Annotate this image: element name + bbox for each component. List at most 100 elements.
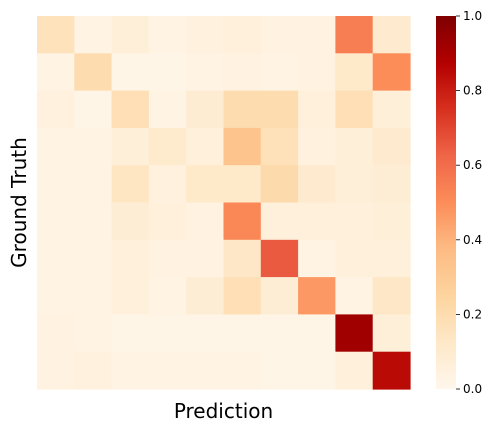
heatmap-cell bbox=[298, 202, 336, 241]
heatmap-cell bbox=[335, 314, 374, 353]
heatmap-cell bbox=[37, 351, 75, 390]
heatmap-cell bbox=[74, 90, 113, 129]
heatmap-cell bbox=[372, 53, 411, 92]
heatmap-cell bbox=[186, 16, 225, 54]
heatmap-cell bbox=[186, 53, 225, 92]
heatmap-cell bbox=[223, 239, 262, 278]
heatmap-cell bbox=[372, 351, 411, 390]
heatmap-cell bbox=[260, 351, 299, 390]
heatmap-cell bbox=[372, 314, 411, 353]
heatmap-cell bbox=[372, 277, 411, 315]
heatmap-cell bbox=[223, 53, 262, 92]
heatmap-cell bbox=[372, 127, 411, 166]
heatmap-cell bbox=[74, 53, 113, 92]
heatmap-cell bbox=[260, 165, 299, 204]
heatmap-cell bbox=[37, 165, 75, 204]
heatmap-cell bbox=[298, 127, 336, 166]
heatmap-cell bbox=[111, 53, 150, 92]
heatmap-cell bbox=[223, 127, 262, 166]
heatmap-cell bbox=[186, 202, 225, 241]
heatmap-cell bbox=[186, 90, 225, 129]
heatmap-cell bbox=[260, 202, 299, 241]
heatmap-cell bbox=[372, 202, 411, 241]
heatmap-cell bbox=[298, 314, 336, 353]
heatmap-cell bbox=[335, 90, 374, 129]
heatmap-cell bbox=[74, 239, 113, 278]
heatmap-cell bbox=[298, 16, 336, 54]
colorbar-tick-label: 0.4 bbox=[463, 233, 482, 247]
heatmap-cell bbox=[74, 351, 113, 390]
heatmap-cell bbox=[223, 277, 262, 315]
heatmap-cell bbox=[223, 202, 262, 241]
heatmap-cell bbox=[74, 277, 113, 315]
heatmap-cell bbox=[74, 165, 113, 204]
heatmap-cell bbox=[186, 239, 225, 278]
heatmap-cell bbox=[74, 16, 113, 54]
heatmap-cell bbox=[298, 351, 336, 390]
heatmap-cell bbox=[223, 165, 262, 204]
heatmap-cell bbox=[148, 165, 187, 204]
heatmap-cell bbox=[148, 314, 187, 353]
heatmap-cell bbox=[74, 314, 113, 353]
heatmap-cell bbox=[74, 202, 113, 241]
x-axis-label: Prediction bbox=[174, 399, 273, 423]
heatmap-cell bbox=[260, 239, 299, 278]
heatmap-cell bbox=[148, 90, 187, 129]
colorbar-tick-label: 0.6 bbox=[463, 158, 482, 172]
heatmap-cell bbox=[335, 202, 374, 241]
heatmap-cell bbox=[37, 202, 75, 241]
heatmap-cell bbox=[111, 90, 150, 129]
heatmap-cell bbox=[372, 90, 411, 129]
heatmap-cell bbox=[335, 165, 374, 204]
heatmap-cell bbox=[111, 202, 150, 241]
colorbar bbox=[436, 16, 456, 389]
heatmap-cell bbox=[111, 127, 150, 166]
heatmap-cell bbox=[148, 202, 187, 241]
heatmap-cell bbox=[335, 53, 374, 92]
heatmap-cell bbox=[111, 165, 150, 204]
heatmap-cell bbox=[186, 351, 225, 390]
heatmap-cell bbox=[298, 165, 336, 204]
heatmap-cell bbox=[335, 127, 374, 166]
heatmap-cell bbox=[260, 127, 299, 166]
colorbar-tick-label: 0.0 bbox=[463, 382, 482, 396]
heatmap-cell bbox=[260, 277, 299, 315]
heatmap-cell bbox=[37, 127, 75, 166]
heatmap-cell bbox=[223, 351, 262, 390]
heatmap-cell bbox=[148, 277, 187, 315]
heatmap-cell bbox=[186, 165, 225, 204]
heatmap-cell bbox=[260, 16, 299, 54]
heatmap-cell bbox=[186, 314, 225, 353]
heatmap-cell bbox=[298, 90, 336, 129]
heatmap-cell bbox=[37, 277, 75, 315]
heatmap-cell bbox=[298, 277, 336, 315]
heatmap-cell bbox=[111, 351, 150, 390]
heatmap-cell bbox=[111, 277, 150, 315]
heatmap-cell bbox=[260, 53, 299, 92]
heatmap-cell bbox=[37, 314, 75, 353]
heatmap-cell bbox=[223, 314, 262, 353]
heatmap-cell bbox=[37, 53, 75, 92]
heatmap-cell bbox=[74, 127, 113, 166]
heatmap-cell bbox=[260, 90, 299, 129]
colorbar-ticks: 0.0 0.2 0.4 0.6 0.8 1.0 bbox=[456, 9, 482, 396]
heatmap-cell bbox=[335, 277, 374, 315]
heatmap-cell bbox=[37, 239, 75, 278]
heatmap-cell bbox=[111, 16, 150, 54]
heatmap-cell bbox=[148, 239, 187, 278]
heatmap-cell bbox=[335, 351, 374, 390]
heatmap-cell bbox=[37, 16, 75, 54]
colorbar-tick-label: 0.8 bbox=[463, 84, 482, 98]
heatmap-cell bbox=[148, 351, 187, 390]
heatmap-cell bbox=[372, 239, 411, 278]
heatmap-cell bbox=[298, 239, 336, 278]
heatmap-cell bbox=[148, 16, 187, 54]
heatmap-cell bbox=[260, 314, 299, 353]
heatmap-cell bbox=[37, 90, 75, 129]
heatmap-cell bbox=[335, 239, 374, 278]
heatmap-cell bbox=[298, 53, 336, 92]
heatmap-cell bbox=[223, 16, 262, 54]
heatmap-cell bbox=[372, 16, 411, 54]
heatmap-cell bbox=[148, 53, 187, 92]
